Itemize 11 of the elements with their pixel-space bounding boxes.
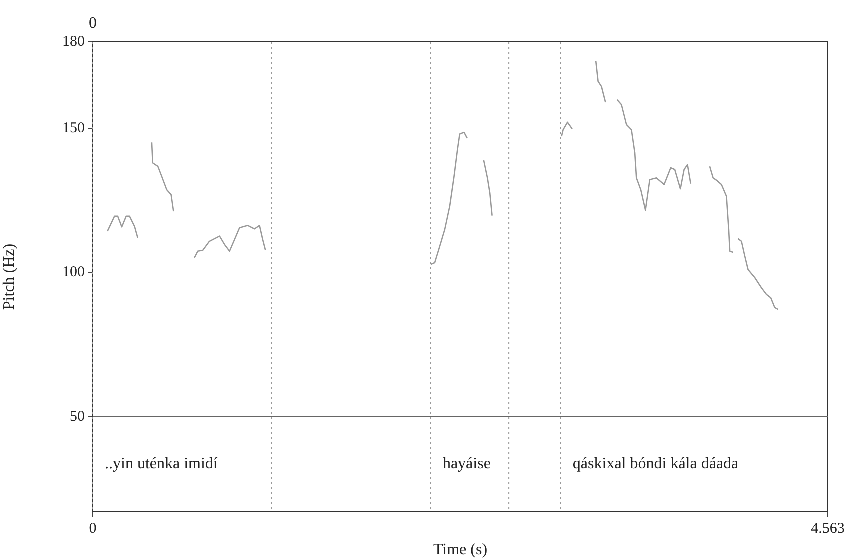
x-axis-title: Time (s) (433, 542, 488, 559)
y-axis-title: Pitch (Hz) (0, 244, 18, 310)
ref-line-label: qáskixal bóndi kála dáada (572, 456, 739, 473)
y-tick-label: 150 (62, 120, 85, 136)
text: 0 (89, 15, 97, 32)
y-tick-label: 50 (70, 408, 85, 425)
x-tick-label: 4.563 (811, 520, 845, 537)
y-tick-label: 100 (62, 264, 85, 281)
ref-line-label: ..yin uténka imidí (105, 456, 218, 473)
ref-line-label: hayáise (442, 456, 491, 473)
y-tick-label: 180 (62, 34, 85, 50)
